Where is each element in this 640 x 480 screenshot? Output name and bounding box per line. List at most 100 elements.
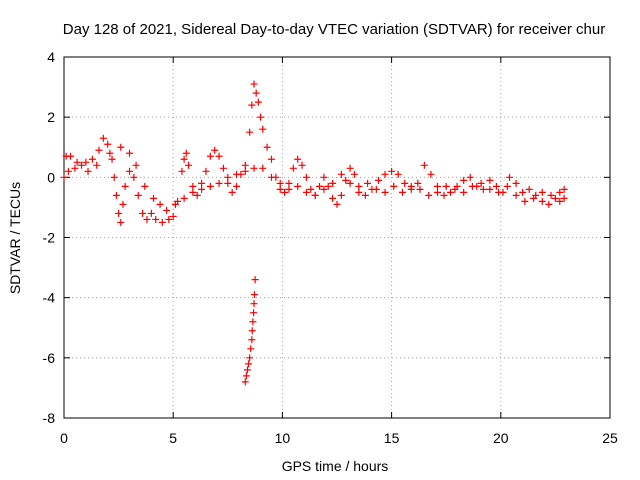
data-point <box>254 98 262 106</box>
y-tick-label: -2 <box>43 230 56 246</box>
data-point <box>215 152 223 160</box>
y-tick-label: -4 <box>43 290 56 306</box>
data-point <box>126 149 134 157</box>
data-point <box>302 173 310 181</box>
data-point <box>250 300 258 308</box>
data-point <box>276 179 284 187</box>
data-point <box>169 212 177 220</box>
data-point <box>152 215 160 223</box>
data-point <box>468 182 476 190</box>
data-point <box>302 188 310 196</box>
data-point <box>112 191 120 199</box>
data-point <box>206 152 214 160</box>
data-point <box>143 215 151 223</box>
data-point <box>545 200 553 208</box>
data-point <box>329 179 337 187</box>
data-point <box>233 170 241 178</box>
data-point <box>189 182 197 190</box>
data-point <box>243 366 251 374</box>
data-point <box>466 173 474 181</box>
x-tick-label: 0 <box>60 430 68 446</box>
data-point <box>492 182 500 190</box>
data-point <box>538 197 546 205</box>
data-point <box>141 182 149 190</box>
data-point <box>289 164 297 172</box>
data-point <box>246 128 254 136</box>
data-point <box>267 155 275 163</box>
y-tick-label: 4 <box>47 49 55 65</box>
data-point <box>257 113 265 121</box>
data-point <box>538 188 546 196</box>
data-point <box>117 218 125 226</box>
chart-title: Day 128 of 2021, Sidereal Day-to-day VTE… <box>63 21 605 38</box>
x-tick-labels: 0 5 10 15 20 25 <box>60 430 618 446</box>
y-tick-labels: -8 -6 -4 -2 0 2 4 <box>43 49 56 426</box>
data-point <box>267 173 275 181</box>
data-point <box>95 146 103 154</box>
data-point <box>337 191 345 199</box>
data-point <box>228 188 236 196</box>
data-point <box>374 176 382 184</box>
data-point <box>165 215 173 223</box>
data-point <box>361 191 369 199</box>
data-point <box>156 200 164 208</box>
data-point <box>215 179 223 187</box>
data-point <box>407 182 415 190</box>
data-point <box>316 182 324 190</box>
data-point <box>163 206 171 214</box>
data-point <box>401 179 409 187</box>
data-point <box>477 179 485 187</box>
data-point <box>184 161 192 169</box>
data-point <box>560 194 568 202</box>
data-point <box>346 164 354 172</box>
data-point <box>440 191 448 199</box>
data-point <box>147 209 155 217</box>
data-point <box>503 182 511 190</box>
data-point <box>110 173 118 181</box>
data-point <box>248 101 256 109</box>
data-point <box>132 161 140 169</box>
data-point <box>206 182 214 190</box>
data-point <box>60 173 68 181</box>
x-tick-label: 10 <box>275 430 291 446</box>
data-point <box>121 182 129 190</box>
data-point <box>433 188 441 196</box>
data-point <box>251 276 259 284</box>
data-point <box>241 161 249 169</box>
data-point <box>178 167 186 175</box>
data-point <box>224 179 232 187</box>
data-point <box>285 179 293 187</box>
data-point <box>394 170 402 178</box>
data-point <box>248 336 256 344</box>
data-point <box>263 143 271 151</box>
data-point <box>248 327 256 335</box>
data-point <box>281 188 289 196</box>
data-point <box>399 188 407 196</box>
data-point <box>250 80 258 88</box>
data-point <box>67 152 75 160</box>
data-points <box>60 80 568 386</box>
data-point <box>224 173 232 181</box>
data-point <box>346 179 354 187</box>
data-point <box>298 161 306 169</box>
data-point <box>250 291 258 299</box>
data-point <box>171 200 179 208</box>
data-point <box>294 182 302 190</box>
data-point <box>106 149 114 157</box>
data-point <box>77 161 85 169</box>
data-point <box>182 149 190 157</box>
data-point <box>250 309 258 317</box>
data-point <box>433 182 441 190</box>
data-point <box>350 170 358 178</box>
data-point <box>93 161 101 169</box>
data-point <box>150 194 158 202</box>
data-point <box>198 185 206 193</box>
data-point <box>506 173 514 181</box>
data-point <box>460 176 468 184</box>
data-point <box>84 167 92 175</box>
data-point <box>108 155 116 163</box>
data-point <box>416 185 424 193</box>
data-point <box>180 194 188 202</box>
data-point <box>64 167 72 175</box>
data-point <box>560 185 568 193</box>
